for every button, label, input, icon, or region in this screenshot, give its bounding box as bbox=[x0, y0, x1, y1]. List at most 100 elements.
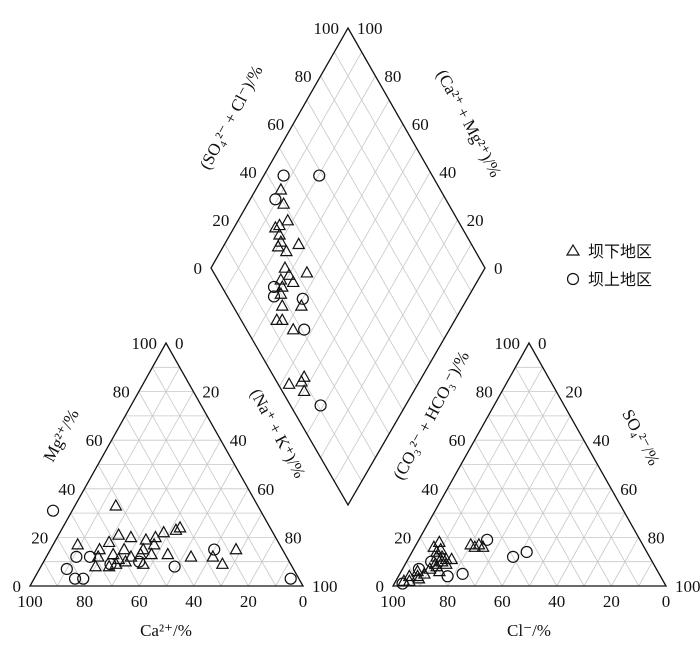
cation-point-triangle bbox=[102, 535, 116, 548]
diamond-point-triangle bbox=[275, 298, 289, 311]
diamond-right-tick: 60 bbox=[412, 115, 429, 134]
cation-point-triangle bbox=[124, 549, 138, 562]
cation-left-tick: 60 bbox=[86, 431, 103, 450]
cation-grid-line bbox=[70, 512, 113, 587]
cation-point-circle bbox=[104, 558, 117, 571]
cation-point-circle bbox=[168, 560, 181, 573]
diamond-grid-line bbox=[306, 99, 445, 340]
diamond-grid-line bbox=[306, 195, 445, 435]
anion-bottom-tick: 80 bbox=[439, 592, 456, 611]
cation-right-tick: 0 bbox=[175, 334, 184, 353]
anion-left-tick: 80 bbox=[476, 383, 493, 402]
cation-point-triangle bbox=[206, 549, 220, 562]
anion-right-tick: 0 bbox=[538, 334, 547, 353]
anion-point-triangle bbox=[445, 552, 459, 565]
anion-grid-line bbox=[460, 464, 530, 587]
diamond-point-triangle bbox=[292, 237, 306, 250]
diamond-grid-line bbox=[292, 171, 431, 411]
diamond-point-triangle bbox=[294, 298, 309, 311]
diamond-point-circle bbox=[298, 323, 311, 336]
anion-bottom-tick: 40 bbox=[548, 592, 565, 611]
cation-point-circle bbox=[133, 555, 146, 568]
cation-point-circle bbox=[83, 550, 97, 563]
anion-grid-line bbox=[638, 561, 653, 587]
diamond-point-triangle bbox=[270, 313, 284, 325]
cation-point-triangle bbox=[147, 537, 161, 550]
cation-bottom-tick: 40 bbox=[185, 592, 202, 611]
diamond-point-circle bbox=[314, 399, 327, 412]
cation-grid-line bbox=[152, 367, 277, 587]
anion-bottom-tick: 60 bbox=[494, 592, 511, 611]
cation-grid-line bbox=[275, 561, 290, 587]
cation-grid-line bbox=[124, 415, 222, 587]
anion-bottom-tick: 100 bbox=[380, 592, 406, 611]
cation-point-circle bbox=[46, 504, 60, 517]
cation-bottom-tick: 0 bbox=[299, 592, 308, 611]
cation-bottom-tick: 100 bbox=[17, 592, 43, 611]
diamond-point-triangle bbox=[282, 267, 296, 280]
cation-right-tick: 60 bbox=[257, 480, 274, 499]
diamond-point-triangle bbox=[275, 313, 289, 325]
anion-point-circle bbox=[441, 570, 454, 583]
anion-point-circle bbox=[456, 567, 469, 580]
anion-left-tick: 40 bbox=[421, 480, 438, 499]
cation-right-tick: 40 bbox=[230, 431, 247, 450]
cation-bottom-tick: 60 bbox=[131, 592, 148, 611]
cation-point-triangle bbox=[109, 498, 123, 511]
diamond-left-tick: 20 bbox=[212, 211, 229, 230]
diamond-grid-line bbox=[279, 147, 417, 387]
anion-bottom-axis-title: Cl⁻/% bbox=[507, 621, 551, 640]
anion-left-axis-title: (CO₃²⁻ + HCO₃⁻)/% bbox=[389, 348, 473, 483]
cation-point-triangle bbox=[88, 559, 103, 572]
diamond-grid-line bbox=[292, 123, 431, 363]
data-points bbox=[46, 169, 533, 590]
anion-point-circle bbox=[480, 533, 494, 546]
legend-label-upstream: 坝上地区 bbox=[588, 270, 652, 289]
cation-point-circle bbox=[208, 543, 221, 556]
cation-grid-line bbox=[220, 512, 263, 587]
diamond-point-triangle bbox=[286, 322, 300, 335]
anion-left-tick: 60 bbox=[449, 431, 466, 450]
tick-labels: 0002020204040406060608080801001001000002… bbox=[13, 19, 700, 611]
diamond-point-triangle bbox=[268, 220, 283, 233]
anion-left-tick: 100 bbox=[495, 334, 521, 353]
anion-point-circle bbox=[425, 555, 438, 568]
anion-point-triangle bbox=[432, 535, 446, 548]
anion-grid-line bbox=[515, 367, 640, 587]
anion-grid-line bbox=[419, 367, 544, 587]
cation-point-triangle bbox=[136, 557, 150, 569]
diamond-point-triangle bbox=[297, 384, 311, 397]
cation-point-circle bbox=[70, 550, 83, 563]
diamond-point-triangle bbox=[271, 239, 285, 252]
diamond-point-circle bbox=[277, 169, 290, 182]
cation-point-triangle bbox=[184, 549, 198, 562]
diamond-left-tick: 80 bbox=[295, 67, 312, 86]
anion-grid-line bbox=[447, 391, 557, 587]
cation-bottom-tick: 20 bbox=[240, 592, 257, 611]
anion-grid-line bbox=[487, 415, 585, 587]
diamond-right-tick: 40 bbox=[439, 163, 456, 182]
cation-point-triangle bbox=[109, 557, 123, 569]
anion-point-triangle bbox=[468, 540, 482, 552]
cation-point-triangle bbox=[229, 542, 243, 555]
diamond-frame bbox=[210, 26, 486, 507]
grid-lines bbox=[43, 51, 653, 587]
anion-right-tick: 80 bbox=[648, 528, 665, 547]
diamond-point-triangle bbox=[282, 377, 296, 389]
diamond-grid-line bbox=[333, 51, 472, 292]
cation-right-axis-title: (Na⁺ + K⁺)/% bbox=[246, 386, 309, 482]
anion-right-tick: 20 bbox=[565, 383, 582, 402]
cation-grid-line bbox=[56, 367, 181, 587]
cation-point-triangle bbox=[157, 525, 171, 538]
diamond-point-triangle bbox=[300, 265, 314, 278]
diamond-point-triangle bbox=[281, 213, 295, 226]
cation-grid-line bbox=[166, 464, 235, 587]
diamond-right-tick: 20 bbox=[467, 211, 484, 230]
diamond-point-triangle bbox=[294, 374, 309, 387]
anion-point-triangle bbox=[476, 540, 490, 552]
legend-triangle-marker bbox=[565, 243, 581, 256]
diamond-grid-line bbox=[333, 243, 472, 482]
anion-grid-line bbox=[529, 464, 598, 587]
cation-point-triangle bbox=[124, 530, 138, 543]
anion-grid-line bbox=[501, 391, 612, 587]
